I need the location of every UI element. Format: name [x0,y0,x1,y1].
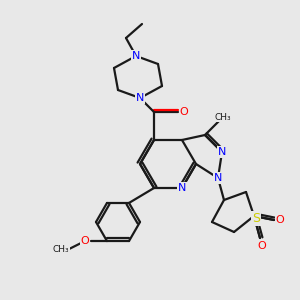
Text: S: S [252,212,260,224]
Text: O: O [258,241,266,251]
Text: N: N [132,51,140,61]
Text: N: N [136,93,144,103]
Text: O: O [81,236,89,246]
Text: N: N [178,183,186,193]
Text: CH₃: CH₃ [215,112,231,122]
Text: N: N [218,147,226,157]
Text: CH₃: CH₃ [53,244,69,253]
Text: O: O [180,107,188,117]
Text: N: N [214,173,222,183]
Text: O: O [276,215,284,225]
